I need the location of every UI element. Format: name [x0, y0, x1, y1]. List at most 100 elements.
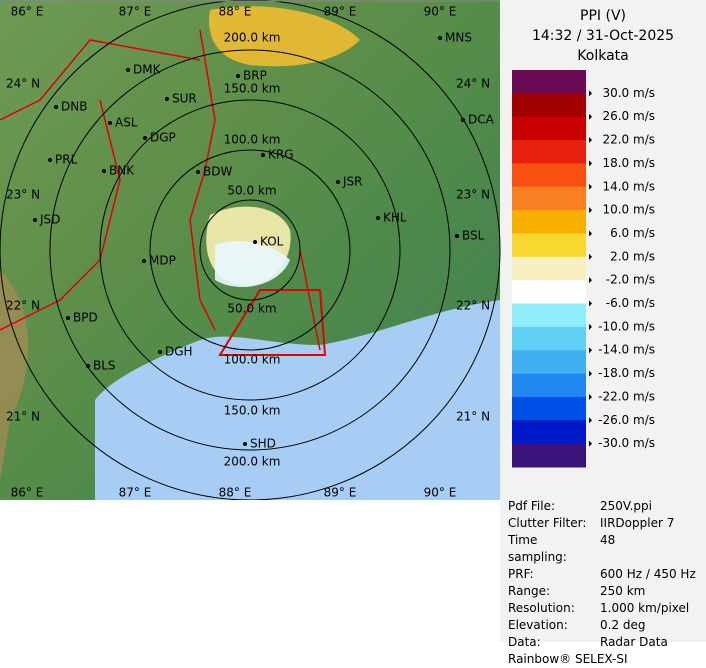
legend-tick [589, 300, 592, 307]
place-dot [142, 259, 146, 263]
legend-swatch [512, 210, 586, 234]
legend-label: -30.0 m/s [598, 436, 655, 450]
legend-label: 30.0 m/s [602, 86, 655, 100]
legend-label: -22.0 m/s [598, 389, 655, 403]
place-label: MDP [149, 254, 176, 268]
place-dot [108, 121, 112, 125]
lon-label: 89° E [324, 5, 357, 19]
ring-label: 150.0 km [224, 82, 281, 96]
legend-tick [589, 440, 592, 447]
legend-swatch [512, 93, 586, 118]
place-dot [455, 234, 459, 238]
place-label: SHD [250, 437, 276, 451]
legend-swatch [512, 163, 586, 188]
legend-swatch [512, 140, 586, 164]
place-label: JSD [39, 213, 60, 227]
legend-swatch [512, 373, 586, 398]
info-row: Range: 250 km [508, 583, 696, 600]
lat-label: 24° N [456, 77, 490, 91]
legend-label: -18.0 m/s [598, 366, 655, 380]
legend-tick [589, 90, 592, 97]
delta [218, 289, 327, 356]
lat-label: 22° N [6, 299, 40, 313]
legend-label: 26.0 m/s [602, 109, 655, 123]
place-label: BRP [243, 69, 267, 83]
lon-label: 90° E [424, 5, 457, 19]
info-row: Pdf File: 250V.ppi [508, 498, 696, 515]
place-label: SUR [172, 92, 197, 106]
info-table: Pdf File: 250V.ppi Clutter Filter: IIRDoppl… [508, 498, 696, 668]
info-value: 250V.ppi [600, 499, 652, 513]
legend-swatch [512, 326, 586, 351]
place-dot [158, 350, 162, 354]
legend-swatch [512, 70, 586, 94]
place-dot [336, 180, 340, 184]
info-value: 250 km [600, 584, 646, 598]
echo-center-2 [215, 240, 290, 288]
legend-label: -10.0 m/s [598, 319, 655, 333]
info-row: Time sampling: 48 [508, 532, 696, 566]
info-row: Elevation: 0.2 deg [508, 617, 696, 634]
lon-label: 88° E [219, 486, 252, 500]
legend-label: 10.0 m/s [602, 203, 655, 217]
borders [0, 29, 321, 351]
timestamp: 14:32 / 31-Oct-2025 [531, 28, 675, 44]
legend-tick [589, 253, 592, 260]
place-dot [438, 36, 442, 40]
legend-label: 22.0 m/s [602, 133, 655, 147]
legend-label: -6.0 m/s [606, 296, 655, 310]
legend-tick [589, 183, 592, 190]
place-label: JSR [342, 175, 363, 189]
ring-label: 50.0 km [227, 302, 276, 316]
legend-swatch [512, 303, 586, 328]
legend-swatch [512, 420, 586, 445]
place-label: BLS [93, 359, 116, 373]
ring-label: 200.0 km [224, 455, 281, 469]
highland [0, 270, 29, 480]
place-dot [253, 240, 257, 244]
legend-tick [589, 277, 592, 284]
info-key: Clutter Filter: [508, 516, 587, 530]
range-ring [0, 0, 501, 500]
place-label: DNB [61, 100, 87, 114]
ring-label: 50.0 km [227, 184, 276, 198]
place-label: BPD [73, 311, 98, 325]
place-dot [165, 97, 169, 101]
place-label: PRL [55, 153, 78, 167]
place-dot [86, 364, 90, 368]
info-row: Clutter Filter: IIRDoppler 7 [508, 515, 696, 532]
range-ring [149, 149, 351, 351]
place-dot [33, 218, 37, 222]
info-value: 1.000 km/pixel [600, 601, 690, 615]
station: Kolkata [577, 48, 629, 64]
range-ring [99, 99, 401, 401]
place-dot [261, 153, 265, 157]
ring-label: 100.0 km [224, 353, 281, 367]
place-label: KOL [260, 235, 284, 249]
title: PPI (V) [580, 8, 626, 24]
place-dot [236, 74, 240, 78]
place-label: ASL [115, 116, 138, 130]
place-dot [461, 118, 465, 122]
info-key: Elevation: [508, 618, 568, 632]
legend-label: 18.0 m/s [602, 156, 655, 170]
place-label: BDW [203, 165, 232, 179]
info-key: Range: [508, 584, 551, 598]
info-key: PRF: [508, 567, 534, 581]
lon-label: 86° E [11, 5, 44, 19]
legend-label: 6.0 m/s [610, 226, 655, 240]
info-value: IIRDoppler 7 [600, 516, 675, 530]
lat-label: 21° N [6, 410, 40, 424]
place-label: DMK [133, 63, 162, 77]
legend-swatch [512, 350, 586, 375]
legend-swatch [512, 116, 586, 141]
legend-label: 14.0 m/s [602, 179, 655, 193]
place-dot [48, 158, 52, 162]
lon-label: 86° E [11, 486, 44, 500]
ring-label: 150.0 km [224, 404, 281, 418]
info-value: 48 [600, 533, 616, 547]
place-label: BSL [462, 229, 485, 243]
info-key: Time sampling: [508, 533, 567, 564]
range-ring [49, 49, 451, 451]
